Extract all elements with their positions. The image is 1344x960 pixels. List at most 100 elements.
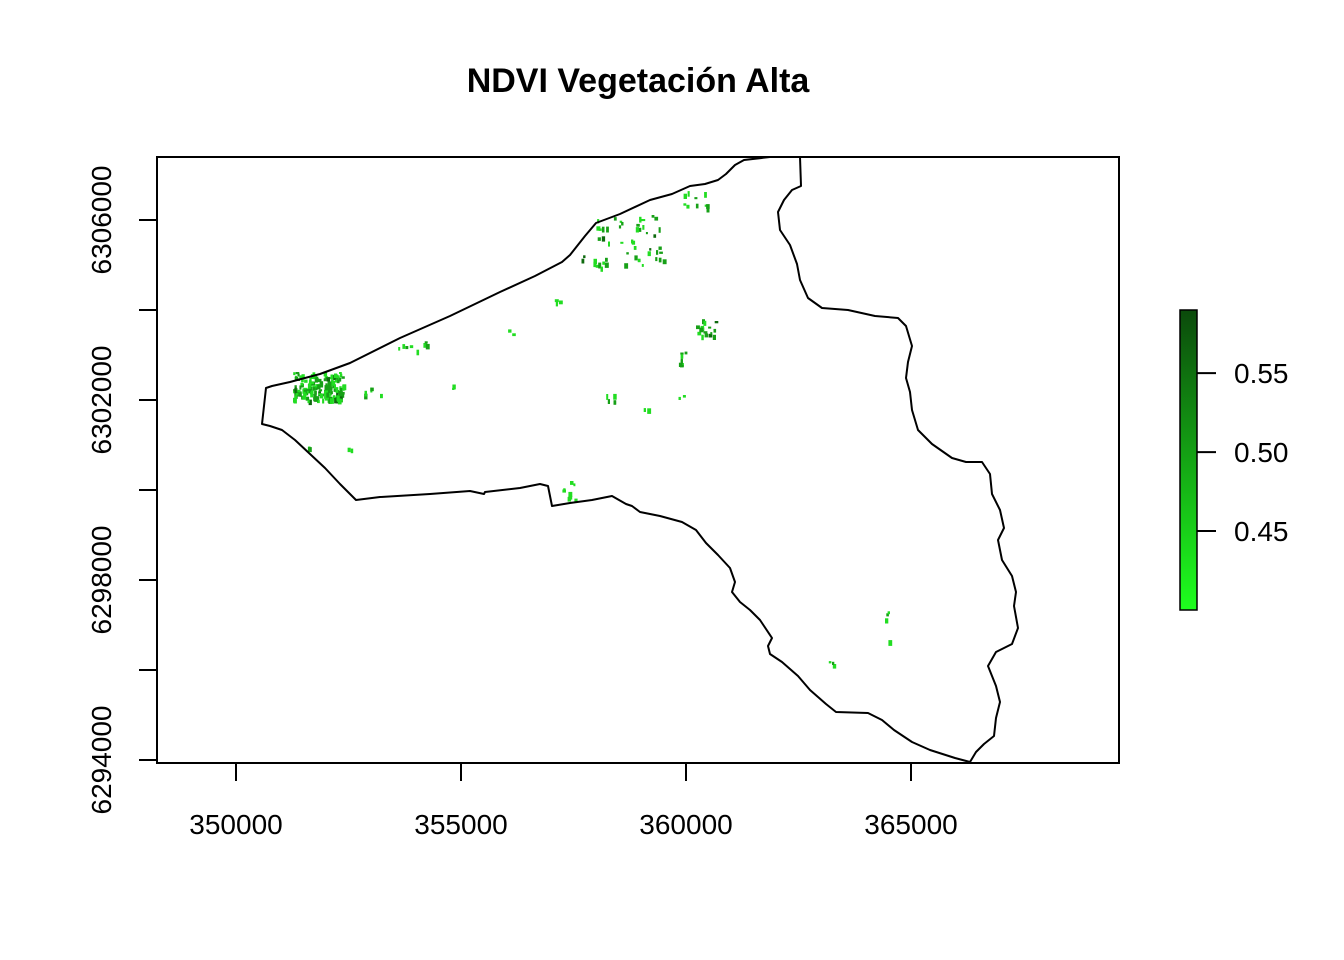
- vegetation-cell: [330, 398, 334, 404]
- vegetation-cell: [308, 382, 311, 386]
- vegetation-cell: [307, 384, 312, 389]
- vegetation-cell: [619, 220, 623, 223]
- vegetation-cell: [314, 390, 317, 395]
- vegetation-cell: [318, 389, 323, 392]
- vegetation-cell: [714, 321, 719, 324]
- vegetation-cell: [424, 341, 428, 344]
- vegetation-cell: [604, 262, 609, 268]
- vegetation-cell: [293, 399, 297, 404]
- vegetation-cell: [683, 193, 687, 199]
- vegetation-cell: [678, 396, 681, 400]
- vegetation-cell: [658, 227, 661, 233]
- vegetation-cell: [300, 383, 304, 388]
- y-tick-label: 6298000: [86, 525, 117, 634]
- vegetation-cell: [312, 387, 316, 391]
- vegetation-cell: [337, 398, 342, 405]
- vegetation-cell: [309, 377, 312, 382]
- vegetation-cell: [593, 258, 597, 265]
- vegetation-cell: [683, 203, 687, 206]
- vegetation-cell: [335, 379, 338, 383]
- vegetation-cell: [337, 375, 340, 381]
- vegetation-cell: [638, 227, 642, 232]
- vegetation-cell: [324, 397, 329, 401]
- vegetation-cell: [405, 346, 409, 350]
- vegetation-cell: [330, 374, 334, 380]
- vegetation-cell: [678, 362, 683, 367]
- vegetation-cell: [641, 219, 646, 222]
- vegetation-cell: [573, 483, 576, 487]
- vegetation-cell: [308, 380, 312, 384]
- vegetation-cell: [684, 351, 688, 355]
- vegetation-cell: [606, 226, 609, 233]
- vegetation-cell: [370, 387, 374, 392]
- legend-tick-label: 0.45: [1234, 516, 1289, 547]
- vegetation-cell: [301, 377, 304, 383]
- vegetation-cell: [336, 395, 340, 402]
- vegetation-cell: [307, 447, 312, 453]
- x-tick-label: 350000: [189, 809, 282, 840]
- vegetation-cell: [554, 299, 559, 303]
- vegetation-cell: [398, 347, 401, 351]
- vegetation-cell: [704, 192, 707, 198]
- vegetation-cell: [608, 241, 610, 247]
- vegetation-cell: [886, 613, 889, 617]
- y-tick-label: 6294000: [86, 705, 117, 814]
- vegetation-cell: [645, 232, 648, 235]
- vegetation-cell: [606, 394, 609, 400]
- vegetation-cell: [659, 251, 663, 254]
- vegetation-cell: [295, 372, 300, 375]
- vegetation-cell: [304, 379, 308, 383]
- legend-tick-label: 0.55: [1234, 358, 1289, 389]
- vegetation-cell: [687, 191, 690, 197]
- vegetation-cell: [425, 343, 430, 350]
- vegetation-cell: [656, 250, 659, 255]
- vegetation-cell: [325, 383, 328, 387]
- vegetation-cell: [303, 389, 307, 392]
- vegetation-cell: [832, 661, 835, 665]
- vegetation-cell: [639, 216, 642, 223]
- vegetation-cell: [339, 388, 343, 391]
- vegetation-cell: [341, 376, 345, 379]
- vegetation-cell: [308, 388, 313, 394]
- vegetation-cell: [423, 343, 428, 348]
- vegetation-cell: [888, 640, 893, 646]
- vegetation-cell: [338, 390, 343, 396]
- vegetation-cell: [317, 399, 320, 404]
- vegetation-cell: [339, 372, 342, 375]
- vegetation-cell: [598, 262, 602, 269]
- vegetation-cell: [314, 375, 317, 382]
- y-tick-label: 6306000: [86, 165, 117, 274]
- vegetation-cell: [303, 390, 306, 397]
- vegetation-cell: [602, 261, 605, 265]
- vegetation-cell: [686, 204, 690, 209]
- vegetation-cell: [620, 241, 624, 244]
- vegetation-cell: [299, 375, 302, 379]
- vegetation-cell: [298, 392, 302, 397]
- vegetation-cell: [324, 393, 328, 399]
- vegetation-cell: [326, 387, 331, 393]
- vegetation-cell: [708, 333, 713, 338]
- vegetation-cell: [885, 618, 889, 624]
- vegetation-cell: [654, 216, 659, 221]
- vegetation-cell: [294, 387, 297, 394]
- vegetation-cell: [680, 358, 683, 365]
- vegetation-cell: [658, 246, 662, 250]
- vegetation-cell: [680, 354, 684, 359]
- vegetation-cell: [323, 378, 327, 382]
- vegetation-cell: [295, 393, 300, 396]
- color-legend: 0.45 0.50 0.55: [1179, 309, 1289, 611]
- vegetation-cell: [334, 397, 338, 404]
- vegetation-cell: [324, 390, 328, 393]
- vegetation-cell: [326, 392, 330, 398]
- vegetation-cell: [555, 300, 558, 307]
- vegetation-cell: [634, 255, 638, 261]
- vegetation-cell: [643, 408, 646, 412]
- legend-colorbar: [1179, 309, 1198, 611]
- vegetation-cell: [340, 373, 343, 378]
- vegetation-cell: [313, 394, 317, 400]
- vegetation-cell: [832, 664, 837, 669]
- vegetation-cell: [710, 332, 713, 335]
- study-area-boundary: [261, 156, 1019, 763]
- vegetation-cell: [327, 380, 331, 386]
